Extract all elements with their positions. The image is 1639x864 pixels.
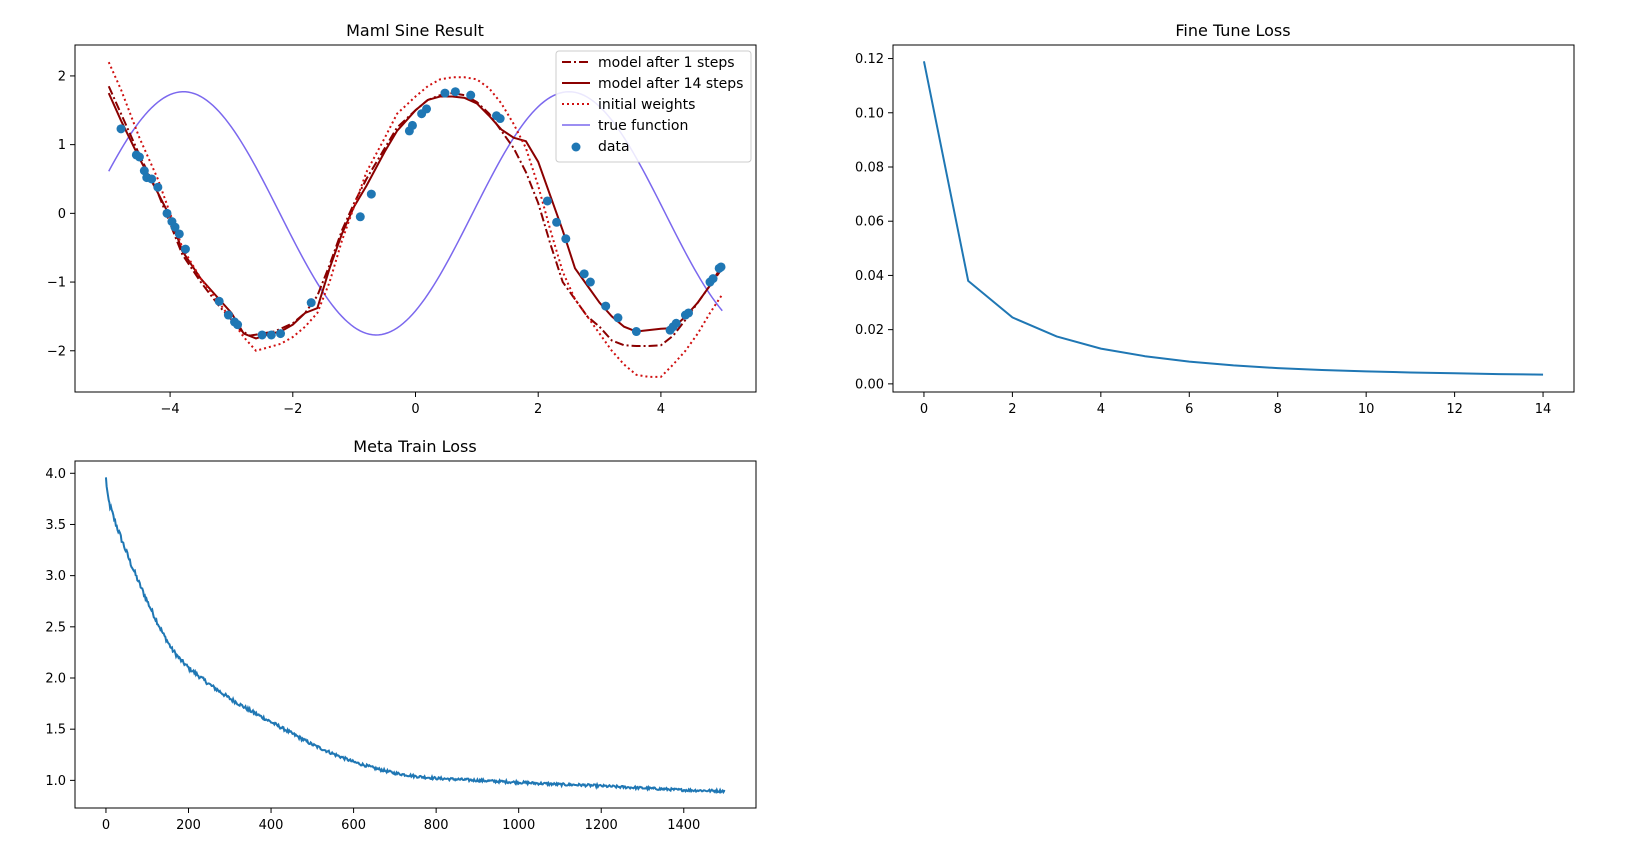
maml-sine-ytick-label: 2 [58,69,66,84]
data-point [716,262,726,272]
legend-label: model after 1 steps [598,55,735,71]
meta-train-loss-xtick-label: 800 [424,818,449,833]
data-point [233,320,243,330]
data-point [306,298,316,308]
data-point [601,301,611,311]
maml-sine-result-panel: Maml Sine Result −4 −2 0 2 4 −2 −1 0 1 2 model af… [47,21,757,417]
meta-train-loss-xtick-label: 0 [102,818,110,833]
maml-sine-ytick-label: 1 [58,138,66,153]
data-point [585,277,595,287]
fine-tune-loss-ytick-label: 0.12 [855,52,884,67]
meta-train-loss-panel: Meta Train Loss 0 200 400 600 800 1000 1200 140… [45,437,757,833]
maml-sine-xtick-label: 2 [534,402,542,417]
fine-tune-loss-xtick-label: 4 [1097,402,1105,417]
legend-label: model after 14 steps [598,76,743,92]
meta-train-loss-series-line [104,477,726,795]
maml-sine-ytick-label: −2 [47,344,66,359]
meta-train-loss-xtick-label: 1000 [502,818,535,833]
maml-sine-xtick-label: 0 [411,402,419,417]
fine-tune-loss-ytick-label: 0.10 [855,106,884,121]
meta-train-loss-xtick-label: 1200 [585,818,618,833]
meta-train-loss-xtick-label: 200 [176,818,201,833]
meta-train-loss-ytick-label: 1.0 [45,774,66,789]
data-point [214,296,224,306]
fine-tune-loss-panel: Fine Tune Loss 0 2 4 6 8 10 12 14 0.00 0.02 0.04 0.… [855,21,1575,417]
data-point [495,114,505,124]
data-point [153,182,163,192]
fine-tune-loss-xtick-label: 10 [1358,402,1375,417]
maml-sine-legend: model after 1 steps model after 14 steps i… [555,50,752,163]
maml-sine-xtick-label: −4 [161,402,180,417]
data-point [613,313,623,323]
data-point [708,274,718,284]
meta-train-loss-axes-frame [74,460,757,809]
legend-label: data [598,139,630,155]
data-point [552,217,562,227]
fine-tune-loss-xtick-label: 6 [1185,402,1193,417]
fine-tune-loss-ytick-label: 0.06 [855,215,884,230]
meta-train-loss-ytick-label: 1.5 [45,723,66,738]
data-point [134,152,144,162]
data-point [170,222,180,232]
data-point [223,310,233,320]
fine-tune-loss-xtick-label: 8 [1274,402,1282,417]
legend-box [555,50,752,163]
meta-train-loss-title: Meta Train Loss [353,437,476,456]
data-point [466,90,476,100]
data-point [440,88,450,98]
data-point [561,234,571,244]
maml-sine-ytick-label: −1 [47,276,66,291]
legend-label: true function [598,118,688,134]
data-point [276,329,286,339]
maml-sine-title: Maml Sine Result [346,21,484,40]
data-point [139,166,149,176]
meta-train-loss-ytick-label: 3.0 [45,569,66,584]
data-point [671,318,681,328]
legend-swatch [571,142,581,152]
data-point [180,244,190,254]
data-point [631,327,641,337]
data-point [407,120,417,130]
meta-train-loss-xtick-label: 400 [259,818,284,833]
fine-tune-loss-xtick-label: 0 [920,402,928,417]
data-point [355,212,365,222]
data-point [422,104,432,114]
meta-train-loss-ytick-label: 2.5 [45,620,66,635]
fine-tune-loss-series-line [922,61,1544,376]
fine-tune-loss-ytick-label: 0.02 [855,323,884,338]
meta-train-loss-ytick-label: 3.5 [45,518,66,533]
legend-label: initial weights [598,97,695,113]
data-point [147,174,157,184]
maml-sine-xtick-label: 4 [657,402,665,417]
meta-train-loss-xtick-label: 1400 [667,818,700,833]
meta-train-loss-xtick-label: 600 [341,818,366,833]
meta-train-loss-ytick-label: 2.0 [45,672,66,687]
data-point [366,189,376,199]
fine-tune-loss-xtick-label: 12 [1446,402,1463,417]
fine-tune-loss-xtick-label: 2 [1008,402,1016,417]
maml-sine-ytick-label: 0 [58,207,66,222]
data-point [116,124,126,134]
fine-tune-loss-xtick-label: 14 [1535,402,1552,417]
data-point [162,208,172,218]
data-point [450,87,460,97]
data-point [579,269,589,279]
data-point [266,330,276,340]
fine-tune-loss-axes-frame [892,44,1575,393]
fine-tune-loss-ytick-label: 0.00 [855,377,884,392]
data-point [257,330,267,340]
fine-tune-loss-ytick-label: 0.04 [855,269,884,284]
meta-train-loss-ytick-label: 4.0 [45,467,66,482]
maml-sine-xtick-label: −2 [283,402,302,417]
fine-tune-loss-title: Fine Tune Loss [1175,21,1290,40]
data-point [542,196,552,206]
fine-tune-loss-ytick-label: 0.08 [855,160,884,175]
data-point [684,308,694,318]
data-point [174,229,184,239]
